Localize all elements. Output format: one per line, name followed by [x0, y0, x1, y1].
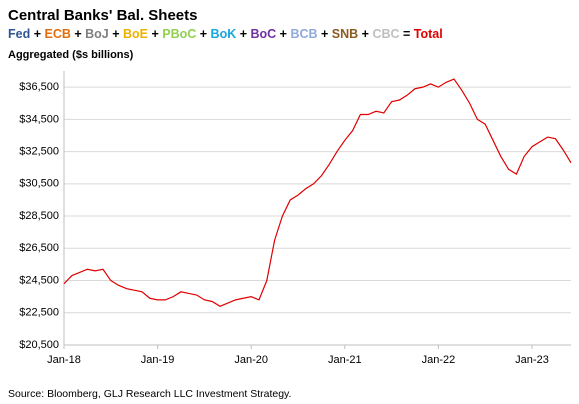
x-tick-label: Jan-22 — [422, 354, 456, 366]
legend-item: Total — [414, 27, 443, 41]
y-tick-label: $26,500 — [19, 242, 59, 254]
legend-joiner: + — [30, 27, 44, 41]
legend-item: PBoC — [162, 27, 196, 41]
legend-joiner: + — [71, 27, 85, 41]
legend-joiner: + — [236, 27, 250, 41]
legend: Fed + ECB + BoJ + BoE + PBoC + BoK + BoC… — [8, 27, 443, 41]
x-tick-label: Jan-18 — [47, 354, 81, 366]
legend-item: CBC — [372, 27, 399, 41]
x-tick-label: Jan-21 — [328, 354, 362, 366]
legend-item: BoJ — [85, 27, 109, 41]
legend-item: BoE — [123, 27, 148, 41]
source-note: Source: Bloomberg, GLJ Research LLC Inve… — [8, 388, 291, 400]
legend-item: Fed — [8, 27, 30, 41]
legend-item: BCB — [290, 27, 317, 41]
legend-item: BoC — [251, 27, 277, 41]
x-tick-label: Jan-20 — [234, 354, 268, 366]
legend-joiner: + — [276, 27, 290, 41]
legend-item: SNB — [332, 27, 358, 41]
y-tick-label: $30,500 — [19, 178, 59, 190]
x-tick-label: Jan-23 — [515, 354, 549, 366]
legend-item: ECB — [44, 27, 70, 41]
y-tick-label: $36,500 — [19, 81, 59, 93]
legend-item: BoK — [211, 27, 237, 41]
y-tick-label: $34,500 — [19, 113, 59, 125]
legend-joiner: + — [318, 27, 332, 41]
legend-joiner: + — [148, 27, 162, 41]
y-tick-label: $28,500 — [19, 210, 59, 222]
legend-joiner: + — [196, 27, 210, 41]
data-line — [63, 78, 572, 307]
chart-title: Central Banks' Bal. Sheets — [8, 7, 197, 24]
y-tick-label: $22,500 — [19, 307, 59, 319]
legend-joiner: + — [358, 27, 372, 41]
y-tick-label: $20,500 — [19, 339, 59, 351]
legend-equals: = — [400, 27, 414, 41]
y-axis-label: Aggregated ($s billions) — [8, 49, 134, 61]
y-tick-label: $32,500 — [19, 145, 59, 157]
legend-joiner: + — [109, 27, 123, 41]
x-tick-label: Jan-19 — [141, 354, 175, 366]
y-tick-label: $24,500 — [19, 274, 59, 286]
